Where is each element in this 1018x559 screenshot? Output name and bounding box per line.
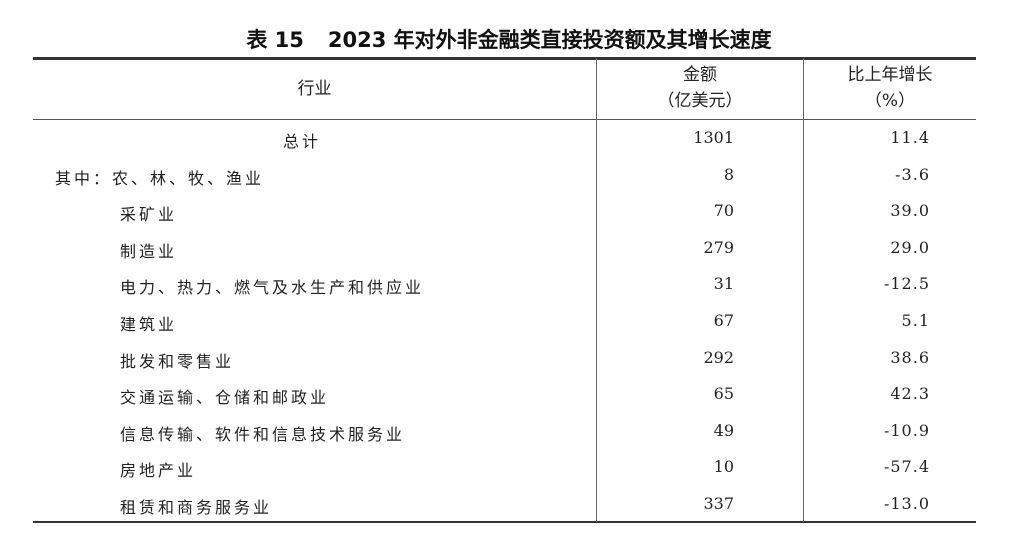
row-growth: 39.0 bbox=[890, 201, 930, 221]
column-divider bbox=[803, 58, 804, 522]
row-label: 制造业 bbox=[120, 241, 178, 261]
table-row: 批发和零售业 292 38.6 bbox=[33, 340, 976, 376]
header-growth-unit: （%） bbox=[864, 91, 916, 111]
table-row: 交通运输、仓储和邮政业 65 42.3 bbox=[33, 376, 976, 412]
header-growth-label: 比上年增长 bbox=[847, 65, 933, 85]
column-divider bbox=[596, 58, 597, 522]
table-row: 采矿业 70 39.0 bbox=[33, 193, 976, 229]
row-growth: 5.1 bbox=[901, 311, 930, 330]
row-label: 房地产业 bbox=[120, 461, 197, 481]
row-growth: -10.9 bbox=[883, 420, 930, 440]
table-row: 电力、热力、燃气及水生产和供应业 31 -12.5 bbox=[33, 266, 976, 302]
row-amount: 279 bbox=[703, 237, 734, 257]
row-growth: -13.0 bbox=[883, 494, 930, 513]
row-label: 租赁和商务服务业 bbox=[120, 498, 273, 517]
table-row: 房地产业 10 -57.4 bbox=[33, 449, 976, 485]
row-amount: 8 bbox=[723, 164, 734, 184]
row-growth: 42.3 bbox=[890, 384, 930, 404]
row-growth: -57.4 bbox=[883, 457, 930, 477]
table-row: 信息传输、软件和信息技术服务业 49 -10.9 bbox=[33, 413, 976, 449]
row-amount: 10 bbox=[713, 457, 734, 477]
row-label: 其中：农、林、牧、渔业 bbox=[55, 168, 265, 188]
row-amount: 31 bbox=[713, 274, 734, 294]
table-caption: 2023 年对外非金融类直接投资额及其增长速度 bbox=[327, 28, 772, 52]
row-amount: 70 bbox=[713, 201, 734, 221]
row-label: 信息传输、软件和信息技术服务业 bbox=[120, 424, 406, 444]
row-amount: 1301 bbox=[693, 128, 734, 147]
table-row: 租赁和商务服务业 337 -13.0 bbox=[33, 486, 976, 522]
row-amount: 292 bbox=[703, 347, 734, 367]
header-growth: 比上年增长 （%） bbox=[804, 62, 976, 114]
row-amount: 65 bbox=[713, 384, 734, 404]
row-label: 总计 bbox=[283, 132, 322, 151]
row-label: 电力、热力、燃气及水生产和供应业 bbox=[120, 278, 425, 298]
header-amount-label: 金额 bbox=[683, 65, 717, 85]
row-growth: -12.5 bbox=[883, 274, 930, 294]
table-row: 总计 1301 11.4 bbox=[33, 120, 976, 156]
table-title: 表 15 2023 年对外非金融类直接投资额及其增长速度 bbox=[0, 24, 1018, 54]
header-industry: 行业 bbox=[297, 79, 332, 99]
table-row: 建筑业 67 5.1 bbox=[33, 303, 976, 339]
row-amount: 337 bbox=[703, 494, 734, 513]
table-number: 表 15 bbox=[246, 28, 304, 52]
row-growth: -3.6 bbox=[895, 164, 930, 184]
top-rule bbox=[33, 57, 976, 60]
row-growth: 29.0 bbox=[890, 237, 930, 257]
row-label: 建筑业 bbox=[120, 315, 178, 334]
bottom-rule bbox=[33, 521, 976, 523]
row-amount: 67 bbox=[713, 311, 734, 330]
row-label: 交通运输、仓储和邮政业 bbox=[120, 388, 330, 408]
header-amount: 金额 （亿美元） bbox=[597, 62, 803, 114]
row-growth: 11.4 bbox=[890, 128, 930, 147]
header-rule bbox=[33, 119, 976, 120]
row-label: 采矿业 bbox=[120, 205, 178, 225]
row-growth: 38.6 bbox=[890, 347, 930, 367]
header-amount-unit: （亿美元） bbox=[657, 91, 743, 111]
row-amount: 49 bbox=[713, 420, 734, 440]
table-row: 制造业 279 29.0 bbox=[33, 230, 976, 266]
row-label: 批发和零售业 bbox=[120, 351, 235, 371]
table-row: 其中：农、林、牧、渔业 8 -3.6 bbox=[33, 157, 976, 193]
